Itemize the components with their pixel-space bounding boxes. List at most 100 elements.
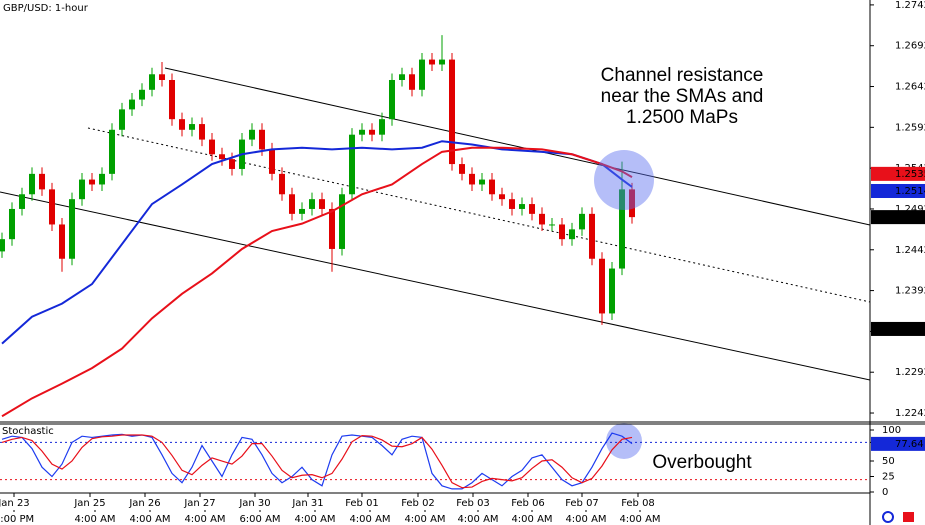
candle-body — [9, 208, 15, 240]
candle-body — [29, 173, 35, 195]
candle-body — [19, 194, 25, 209]
price-marker — [871, 321, 925, 336]
candle-body — [249, 129, 255, 140]
y-tick-label: 1.2492 — [895, 204, 925, 215]
candle-body — [539, 213, 545, 225]
sma-line — [1, 146, 633, 418]
candle-body — [599, 258, 605, 314]
candle-body — [589, 213, 595, 259]
candle-body — [59, 224, 65, 259]
stoch-marker — [871, 436, 925, 451]
highlight-circle — [594, 150, 654, 210]
candle-body — [419, 59, 425, 90]
price-marker-label: 1.2535 — [895, 169, 925, 180]
channel-lower — [0, 191, 871, 381]
candle-body — [69, 199, 75, 259]
candle-body — [159, 74, 165, 80]
annotation: 1.2500 MaPs — [626, 107, 738, 128]
stoch-line — [1, 432, 633, 490]
candle-body — [89, 179, 95, 185]
stoch-line — [1, 434, 633, 489]
candle-body — [619, 189, 625, 269]
candle-body — [509, 199, 515, 209]
x-tick-label: 4:00 AM — [511, 514, 552, 525]
title-box — [0, 0, 98, 15]
y-tick-label: 1.2642 — [895, 82, 925, 93]
candle-body — [119, 109, 125, 130]
sma-line — [1, 140, 633, 345]
x-tick-label: 4:00 AM — [129, 514, 170, 525]
x-tick-label: Feb 03 — [456, 498, 490, 509]
plot — [0, 35, 635, 418]
y-tick-label: 1.2692 — [895, 41, 925, 52]
channel-mid — [87, 127, 871, 303]
x-tick-label: 6:00 AM — [239, 514, 280, 525]
y-tick-label: 1.2592 — [895, 122, 925, 133]
candle-body — [499, 194, 505, 200]
candle-body — [289, 194, 295, 214]
candle-body — [209, 139, 215, 155]
x-tick-label: Jan 31 — [291, 498, 323, 509]
candle-body — [309, 199, 315, 209]
candle-body — [129, 99, 135, 110]
price-marker-label: 1.2345 — [895, 324, 925, 335]
candle-body — [169, 79, 175, 120]
candle-body — [39, 173, 45, 190]
x-tick-label: Jan 23 — [0, 498, 30, 509]
candle-body — [549, 224, 555, 226]
candle-body — [479, 179, 485, 185]
candle-body — [199, 124, 205, 140]
x-tick-label: 4:00 AM — [457, 514, 498, 525]
candle-body — [449, 59, 455, 165]
candle-body — [379, 119, 385, 135]
x-tick-label: Feb 06 — [511, 498, 545, 509]
icon-link[interactable] — [882, 511, 894, 523]
candle-body — [629, 189, 635, 218]
y-tick-label: 1.2742 — [895, 0, 925, 11]
candle-body — [179, 119, 185, 130]
candle-body — [319, 199, 325, 209]
candle-body — [409, 74, 415, 90]
candle-body — [49, 189, 55, 225]
candle-body — [429, 59, 435, 65]
y-tick-label: 1.2242 — [895, 408, 925, 419]
x-tick-label: 4:00 AM — [619, 514, 660, 525]
candle-body — [329, 208, 335, 249]
y-tick-label: 1.2392 — [895, 286, 925, 297]
stoch-title: Stochastic — [2, 426, 54, 437]
candle-body — [269, 149, 275, 174]
candle-body — [279, 173, 285, 195]
stoch-y-tick-label: 100 — [882, 425, 901, 436]
candle-body — [559, 224, 565, 240]
candle-body — [389, 79, 395, 120]
x-tick-label: Jan 26 — [128, 498, 160, 509]
price-marker — [871, 184, 925, 199]
candle-body — [469, 173, 475, 185]
y-tick-label: 1.2292 — [895, 367, 925, 378]
candle-body — [569, 229, 575, 240]
candle-body — [229, 159, 235, 169]
candle-body — [109, 129, 115, 174]
candle-body — [139, 89, 145, 100]
candle-body — [219, 154, 225, 160]
highlight-circle — [606, 423, 642, 459]
candle-body — [439, 59, 445, 65]
x-tick-label: Feb 07 — [565, 498, 599, 509]
toolbar-icons[interactable] — [882, 511, 914, 523]
x-tick-label: Jan 30 — [238, 498, 270, 509]
price-marker — [871, 166, 925, 181]
x-tick-label: 7:00 PM — [0, 514, 34, 525]
annotation: near the SMAs and — [601, 86, 764, 107]
x-tick-label: 4:00 AM — [184, 514, 225, 525]
candle-body — [99, 173, 105, 185]
icon-close[interactable] — [903, 512, 914, 522]
candle-body — [349, 134, 355, 195]
candle-body — [339, 194, 345, 249]
candle-body — [399, 74, 405, 80]
candle-body — [299, 208, 305, 214]
stoch-title-box — [0, 425, 44, 437]
candle-body — [189, 124, 195, 130]
candle-body — [0, 239, 5, 252]
x-tick-label: 4:00 AM — [404, 514, 445, 525]
